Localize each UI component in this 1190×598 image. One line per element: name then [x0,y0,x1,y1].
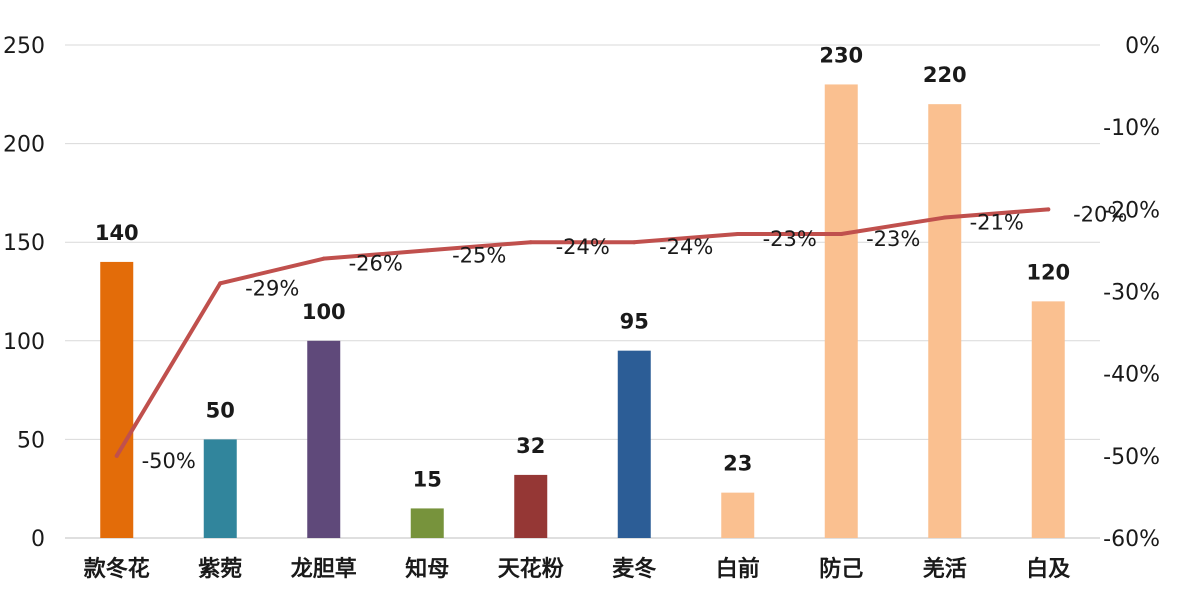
line-point [114,453,119,458]
bar [1031,301,1065,538]
category-label: 龙胆草 [291,556,357,582]
line-point [735,231,740,236]
bar-value-label: 23 [723,452,752,476]
bar-value-label: 95 [620,310,649,334]
right-axis-tick: -20% [1103,198,1160,223]
category-label: 天花粉 [498,556,564,582]
category-labels: 款冬花 紫菀 龙胆草 知母 天花粉 麦冬 白前 防己 羌活 白及 [84,556,1072,582]
line-series [114,207,1051,458]
line-value-label: -24% [556,235,610,259]
line-value-label: -24% [659,235,713,259]
bar [514,474,548,538]
bar-value-labels: 140 50 100 15 32 95 23 230 220 120 [95,43,1070,491]
bar [203,439,237,538]
bar [100,261,134,538]
right-axis-tick: -50% [1103,445,1160,470]
right-axis-tick: 0% [1125,34,1160,59]
line-point [218,281,223,286]
right-axis: -60% -50% -40% -30% -20% -10% 0% [1103,34,1160,552]
bar [928,104,962,538]
bar-value-label: 50 [206,398,235,422]
line-point [942,215,947,220]
line-value-label: -21% [970,211,1024,235]
line-value-labels: -50% -29% -26% -25% -24% -24% -23% -23% -21% -20% [142,202,1128,473]
line-value-label: -25% [452,243,506,267]
left-axis-tick: 250 [3,34,45,59]
bar [721,492,755,538]
right-axis-tick: -10% [1103,116,1160,141]
category-label: 款冬花 [84,556,150,582]
bar [824,84,858,538]
line-point [528,240,533,245]
left-axis-tick: 200 [3,133,45,158]
left-axis-tick: 100 [3,330,45,355]
bar-value-label: 140 [95,221,139,245]
bar-value-label: 220 [923,63,967,87]
line-point [425,248,430,253]
line-value-label: -29% [245,276,299,300]
bar-value-label: 120 [1026,260,1070,284]
bar [410,508,444,538]
category-label: 白前 [716,556,760,582]
left-axis-tick: 0 [31,527,45,552]
left-axis-tick: 50 [17,428,45,453]
bar [617,350,651,538]
line-value-label: -23% [866,227,920,251]
line-value-label: -26% [349,252,403,276]
category-label: 防己 [819,557,863,582]
bar-series [100,84,1065,538]
bar [307,340,341,538]
right-axis-tick: -40% [1103,363,1160,388]
left-axis: 0 50 100 150 200 250 [3,34,45,552]
category-label: 麦冬 [612,556,656,582]
bar-value-label: 230 [819,43,863,67]
line-point [1046,207,1051,212]
line-value-label: -50% [142,449,196,473]
line-point [839,231,844,236]
category-label: 紫菀 [198,556,242,582]
gridlines [65,44,1100,539]
category-label: 知母 [405,556,449,582]
category-label: 羌活 [923,556,967,582]
line-point [321,256,326,261]
right-axis-tick: -30% [1103,281,1160,306]
line-value-label: -23% [763,227,817,251]
line-value-label: -20% [1073,202,1127,226]
bar-value-label: 32 [516,434,545,458]
bar-value-label: 100 [302,300,346,324]
right-axis-tick: -60% [1103,527,1160,552]
line-path [114,207,1051,458]
line-point [632,240,637,245]
left-axis-tick: 150 [3,231,45,256]
category-label: 白及 [1026,556,1071,582]
bar-value-label: 15 [413,467,442,491]
